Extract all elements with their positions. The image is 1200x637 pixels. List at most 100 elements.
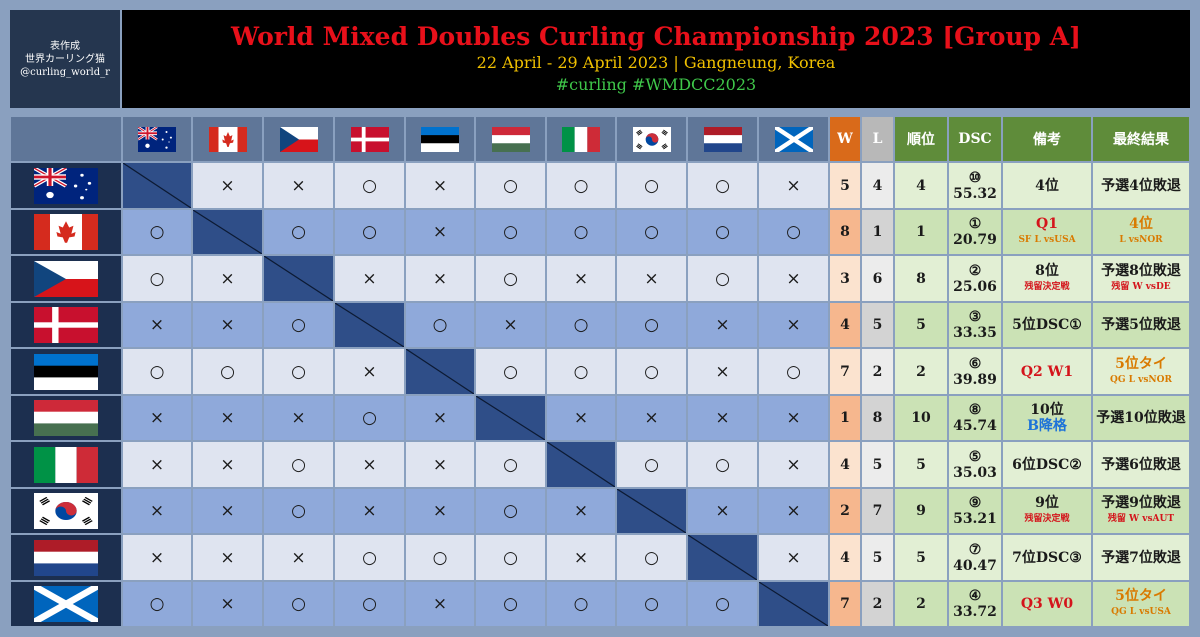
final-sub-text: 残留 W vsDE bbox=[1111, 281, 1171, 292]
column-flag-cell bbox=[688, 117, 757, 161]
losses-cell: 5 bbox=[862, 303, 893, 347]
final-main-text: 予選9位敗退 bbox=[1101, 495, 1181, 511]
loss-mark: × bbox=[432, 594, 448, 614]
loss-mark: × bbox=[786, 501, 801, 521]
loss-mark: × bbox=[786, 315, 801, 335]
win-mark: ○ bbox=[503, 268, 518, 289]
rank-cell: 5 bbox=[895, 442, 947, 487]
win-mark: ○ bbox=[362, 222, 377, 242]
australia-flag-icon bbox=[34, 167, 98, 204]
column-flag-cell bbox=[335, 117, 404, 161]
result-cell: × bbox=[123, 442, 191, 487]
result-cell: × bbox=[617, 256, 686, 301]
win-mark: ○ bbox=[786, 361, 801, 382]
loss-mark: × bbox=[291, 408, 306, 428]
losses-cell: 1 bbox=[862, 210, 893, 254]
dsc-value: 40.47 bbox=[953, 557, 997, 574]
result-cell: ○ bbox=[264, 303, 333, 347]
win-mark: ○ bbox=[715, 454, 730, 475]
result-cell: ○ bbox=[335, 163, 404, 208]
row-flag-cell bbox=[11, 442, 121, 487]
result-cell: × bbox=[406, 210, 474, 254]
result-cell: × bbox=[193, 582, 262, 626]
result-cell: × bbox=[123, 489, 191, 533]
win-mark: ○ bbox=[149, 594, 165, 614]
wins-cell: 2 bbox=[830, 489, 860, 533]
row-flag-cell bbox=[11, 163, 121, 208]
dsc-order-mark: ⑥ bbox=[968, 355, 982, 372]
win-mark: ○ bbox=[291, 361, 306, 382]
win-mark: ○ bbox=[503, 361, 518, 382]
win-mark: ○ bbox=[644, 222, 659, 242]
losses-cell: 5 bbox=[862, 442, 893, 487]
wins-cell: 7 bbox=[830, 349, 860, 394]
diagonal-line bbox=[688, 535, 757, 580]
result-cell: × bbox=[193, 442, 262, 487]
wins-value: 8 bbox=[840, 224, 850, 240]
result-cell: ○ bbox=[264, 582, 333, 626]
loss-mark: × bbox=[432, 501, 448, 521]
note-main-text: 8位 bbox=[1035, 262, 1059, 279]
notes-cell: Q1 SF L vsUSA bbox=[1003, 210, 1091, 254]
notes-cell: 7位DSC③ bbox=[1003, 535, 1091, 580]
hungary-flag-icon bbox=[34, 400, 98, 436]
win-mark: ○ bbox=[715, 594, 730, 614]
win-mark: ○ bbox=[362, 175, 377, 196]
loss-mark: × bbox=[573, 501, 589, 521]
result-cell: × bbox=[335, 256, 404, 301]
final-result-cell: 予選8位敗退 残留 W vsDE bbox=[1093, 256, 1189, 301]
rank-cell: 1 bbox=[895, 210, 947, 254]
wins-value: 2 bbox=[840, 503, 850, 519]
losses-value: 8 bbox=[872, 410, 883, 426]
result-cell: × bbox=[193, 163, 262, 208]
event-dates: 22 April - 29 April 2023 | Gangneung, Ko… bbox=[476, 53, 836, 72]
wins-header: W bbox=[830, 117, 860, 161]
result-cell: × bbox=[264, 396, 333, 440]
note-sub-text: SF L vsUSA bbox=[1018, 235, 1076, 245]
win-mark: ○ bbox=[573, 361, 589, 382]
result-cell: × bbox=[688, 303, 757, 347]
korea-flag-icon bbox=[34, 493, 98, 529]
losses-cell: 4 bbox=[862, 163, 893, 208]
rank-value: 9 bbox=[916, 503, 926, 519]
rank-value: 5 bbox=[916, 456, 926, 473]
final-result-cell: 予選4位敗退 bbox=[1093, 163, 1189, 208]
result-cell: × bbox=[688, 396, 757, 440]
result-cell: ○ bbox=[547, 349, 615, 394]
result-cell: × bbox=[688, 489, 757, 533]
result-cell: × bbox=[547, 535, 615, 580]
rank-value: 2 bbox=[916, 596, 926, 612]
final-main-text: 予選10位敗退 bbox=[1096, 410, 1186, 426]
result-cell: × bbox=[193, 489, 262, 533]
row-flag-cell bbox=[11, 489, 121, 533]
win-mark: ○ bbox=[362, 594, 377, 614]
result-cell: ○ bbox=[123, 582, 191, 626]
notes-cell: Q2 W1 bbox=[1003, 349, 1091, 394]
win-mark: ○ bbox=[715, 268, 730, 289]
result-cell: ○ bbox=[547, 582, 615, 626]
result-cell: × bbox=[547, 396, 615, 440]
win-mark: ○ bbox=[644, 547, 659, 568]
final-result-cell: 予選7位敗退 bbox=[1093, 535, 1189, 580]
final-main-text: 5位タイ bbox=[1115, 355, 1167, 372]
column-flag-cell bbox=[123, 117, 191, 161]
note-main-text: 10位 bbox=[1030, 402, 1064, 418]
rank-cell: 10 bbox=[895, 396, 947, 440]
denmark-flag-icon bbox=[34, 307, 98, 343]
dsc-order-mark: ④ bbox=[968, 588, 982, 604]
result-cell: ○ bbox=[123, 349, 191, 394]
result-cell: ○ bbox=[688, 210, 757, 254]
result-cell: × bbox=[406, 442, 474, 487]
result-cell: ○ bbox=[264, 442, 333, 487]
losses-value: 5 bbox=[872, 317, 883, 333]
column-flag-cell bbox=[547, 117, 615, 161]
result-cell: ○ bbox=[688, 163, 757, 208]
hashtags: #curling #WMDCC2023 bbox=[555, 75, 757, 94]
dsc-cell: ⑨ 53.21 bbox=[949, 489, 1001, 533]
diagonal-cell bbox=[476, 396, 545, 440]
credit-line-2: 世界カーリング猫 bbox=[25, 53, 105, 65]
credit-box: 表作成 世界カーリング猫 @curling_world_r bbox=[10, 10, 120, 108]
final-sub-text: QG L vsNOR bbox=[1110, 374, 1172, 385]
final-result-cell: 4位 L vsNOR bbox=[1093, 210, 1189, 254]
result-cell: × bbox=[123, 535, 191, 580]
